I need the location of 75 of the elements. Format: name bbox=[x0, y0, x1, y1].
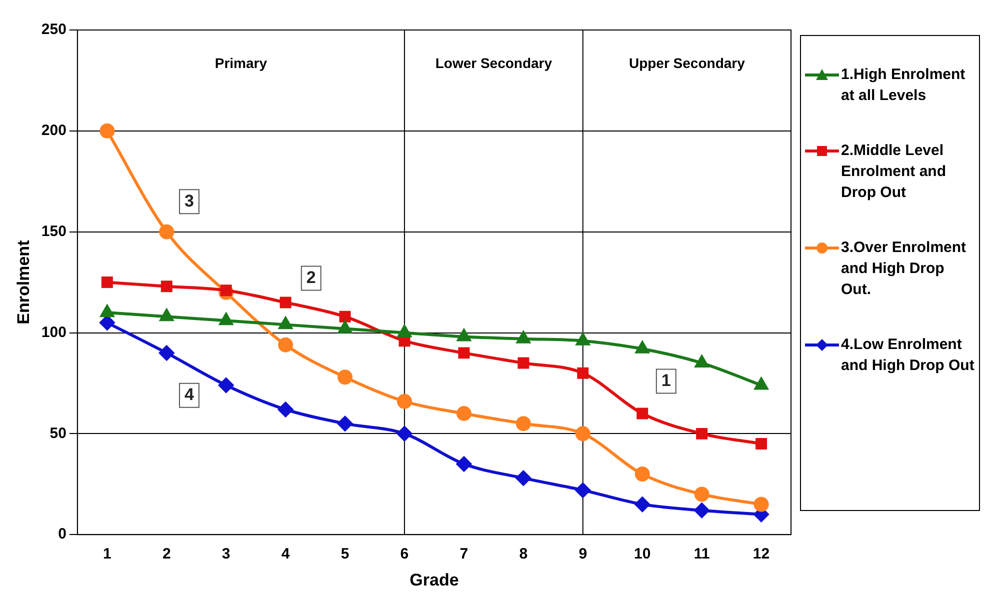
point bbox=[219, 313, 233, 326]
y-tick-label: 50 bbox=[50, 424, 66, 442]
point bbox=[339, 310, 351, 322]
point bbox=[636, 408, 648, 420]
x-tick-label: 11 bbox=[694, 546, 710, 563]
point bbox=[398, 325, 412, 338]
y-tick-label: 0 bbox=[58, 526, 66, 543]
point bbox=[457, 329, 471, 342]
annotation: 2 bbox=[306, 268, 316, 287]
x-tick-label: 2 bbox=[162, 546, 171, 563]
point bbox=[636, 341, 650, 354]
point bbox=[694, 502, 710, 518]
point bbox=[278, 337, 294, 352]
point bbox=[576, 333, 590, 346]
x-tick-label: 12 bbox=[752, 546, 770, 563]
legend-label: 3.Over Enrolment and High Drop Out. bbox=[841, 238, 968, 300]
annotation: Lower Secondary bbox=[435, 54, 552, 71]
x-tick-label: 4 bbox=[281, 546, 290, 563]
x-tick-label: 9 bbox=[578, 546, 588, 563]
y-axis-title: Enrolment bbox=[14, 240, 33, 324]
point bbox=[396, 426, 412, 442]
point bbox=[100, 315, 115, 330]
x-tick-label: 7 bbox=[460, 546, 468, 563]
point bbox=[695, 356, 708, 368]
y-tick-label: 150 bbox=[41, 222, 66, 240]
annotation: 1 bbox=[661, 370, 671, 390]
annotation: Upper Secondary bbox=[628, 54, 746, 71]
point bbox=[159, 224, 174, 240]
x-axis-title: Grade bbox=[410, 570, 459, 590]
point bbox=[218, 378, 234, 393]
annotation: 4 bbox=[184, 385, 194, 404]
point bbox=[754, 378, 768, 390]
annotation: Primary bbox=[214, 54, 268, 71]
point bbox=[160, 280, 172, 292]
point bbox=[278, 317, 292, 330]
x-tick-label: 10 bbox=[634, 546, 651, 563]
point bbox=[754, 496, 769, 512]
x-tick-label: 1 bbox=[102, 546, 112, 563]
point bbox=[396, 394, 412, 409]
point bbox=[577, 367, 589, 379]
x-tick-label: 8 bbox=[519, 546, 528, 563]
legend-label: 2.Middle Level Enrolment and Drop Out bbox=[841, 141, 948, 203]
point bbox=[280, 296, 292, 308]
point bbox=[634, 466, 650, 482]
point bbox=[575, 482, 590, 498]
point bbox=[278, 402, 294, 417]
x-tick-label: 3 bbox=[222, 546, 230, 563]
y-tick-label: 100 bbox=[41, 324, 66, 341]
point bbox=[159, 345, 174, 360]
legend-label: 4.Low Enrolment and High Drop Out bbox=[841, 335, 975, 376]
point bbox=[516, 331, 530, 344]
point bbox=[456, 456, 472, 472]
point bbox=[338, 416, 353, 432]
x-tick-label: 6 bbox=[400, 546, 409, 563]
annotation: 3 bbox=[184, 191, 194, 210]
point bbox=[101, 276, 113, 288]
point bbox=[456, 406, 472, 421]
point bbox=[100, 305, 114, 318]
y-tick-label: 250 bbox=[41, 21, 66, 38]
point bbox=[516, 416, 531, 432]
point bbox=[458, 347, 470, 359]
point bbox=[634, 496, 650, 512]
point bbox=[694, 486, 710, 502]
point bbox=[100, 123, 115, 138]
point bbox=[516, 470, 531, 486]
point bbox=[696, 428, 708, 440]
point bbox=[338, 370, 353, 385]
point bbox=[518, 357, 530, 369]
x-tick-label: 5 bbox=[340, 546, 350, 563]
point bbox=[756, 438, 768, 450]
point bbox=[575, 426, 590, 442]
point bbox=[160, 309, 174, 322]
legend-label: 1.High Enrolment at all Levels bbox=[841, 65, 966, 106]
point bbox=[338, 321, 352, 334]
y-tick-label: 200 bbox=[41, 122, 66, 140]
